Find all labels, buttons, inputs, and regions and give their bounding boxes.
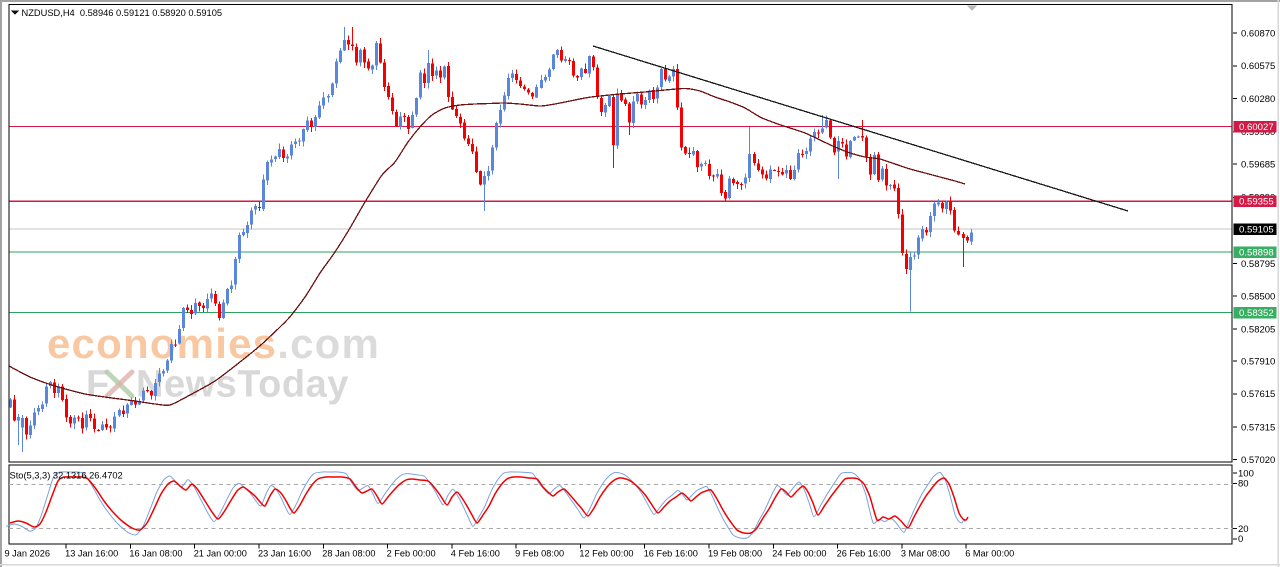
svg-text:0.58795: 0.58795 [1241, 259, 1275, 270]
svg-text:0.58352: 0.58352 [1239, 308, 1274, 319]
svg-text:0.59685: 0.59685 [1241, 159, 1275, 170]
svg-text:6 Mar 00:00: 6 Mar 00:00 [965, 549, 1014, 559]
svg-text:16 Jan 08:00: 16 Jan 08:00 [129, 549, 182, 559]
svg-text:NewsToday: NewsToday [136, 364, 349, 406]
svg-text:19 Feb 08:00: 19 Feb 08:00 [708, 549, 762, 559]
svg-text:0.59355: 0.59355 [1239, 197, 1274, 208]
svg-text:0.57315: 0.57315 [1241, 422, 1275, 433]
svg-text:economies.com: economies.com [47, 320, 380, 367]
svg-text:0.57910: 0.57910 [1241, 356, 1275, 367]
svg-text:23 Jan 16:00: 23 Jan 16:00 [258, 549, 311, 559]
svg-text:0: 0 [1238, 534, 1243, 545]
svg-text:9 Feb 08:00: 9 Feb 08:00 [515, 549, 564, 559]
svg-text:0.58205: 0.58205 [1241, 324, 1275, 335]
svg-text:100: 100 [1238, 469, 1254, 480]
svg-text:3 Mar 08:00: 3 Mar 08:00 [901, 549, 950, 559]
svg-text:0.59980: 0.59980 [1241, 127, 1275, 138]
svg-text:20: 20 [1238, 524, 1249, 535]
svg-text:12 Feb 00:00: 12 Feb 00:00 [579, 549, 633, 559]
svg-text:16 Feb 16:00: 16 Feb 16:00 [644, 549, 698, 559]
svg-text:24 Feb 00:00: 24 Feb 00:00 [772, 549, 826, 559]
svg-text:0.57020: 0.57020 [1241, 455, 1275, 466]
svg-text:0.60280: 0.60280 [1241, 94, 1275, 105]
svg-text:0.58898: 0.58898 [1239, 247, 1274, 258]
svg-text:21 Jan 00:00: 21 Jan 00:00 [194, 549, 247, 559]
svg-text:13 Jan 16:00: 13 Jan 16:00 [65, 549, 118, 559]
svg-text:0.60027: 0.60027 [1239, 122, 1274, 133]
svg-text:2 Feb 00:00: 2 Feb 00:00 [387, 549, 436, 559]
svg-text:4 Feb 16:00: 4 Feb 16:00 [451, 549, 500, 559]
svg-text:Sto(5,3,3) 32.1316 26.4702: Sto(5,3,3) 32.1316 26.4702 [10, 471, 123, 481]
svg-text:NZDUSD,H4 0.58946 0.59121 0.5: NZDUSD,H4 0.58946 0.59121 0.58920 0.5910… [22, 8, 223, 18]
svg-text:0.59105: 0.59105 [1239, 225, 1274, 236]
svg-text:26 Feb 16:00: 26 Feb 16:00 [837, 549, 891, 559]
svg-text:0.57615: 0.57615 [1241, 389, 1275, 400]
svg-text:28 Jan 08:00: 28 Jan 08:00 [322, 549, 375, 559]
svg-text:0.58500: 0.58500 [1241, 292, 1275, 303]
svg-text:0.60575: 0.60575 [1241, 61, 1275, 72]
svg-text:0.60870: 0.60870 [1241, 28, 1275, 39]
svg-text:80: 80 [1238, 479, 1249, 490]
svg-text:9 Jan 2026: 9 Jan 2026 [5, 549, 50, 559]
